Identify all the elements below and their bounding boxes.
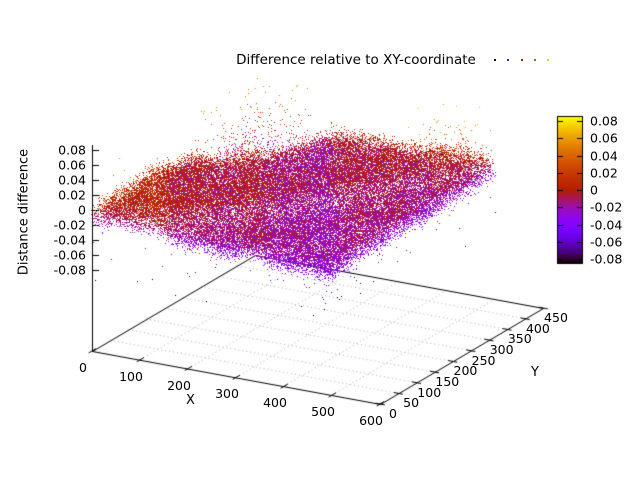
z-tick-label: 0.08	[58, 142, 86, 158]
y-axis-label: Y	[531, 365, 539, 380]
z-axis-label: Distance difference	[16, 148, 32, 276]
x-tick-label: 300	[215, 386, 239, 402]
legend-sample-dot	[520, 59, 523, 61]
x-tick-label: 100	[119, 368, 143, 384]
y-tick-label: 0	[389, 405, 397, 421]
colorbar-tick-label: -0.02	[590, 199, 623, 215]
legend-sample-dot	[494, 59, 496, 61]
x-tick-label: 500	[311, 404, 335, 420]
z-tick-label: -0.08	[53, 262, 86, 278]
z-tick-label: 0.02	[58, 187, 86, 203]
colorbar-tick-label: 0	[590, 182, 598, 198]
plot-title: Difference relative to XY-coordinate	[236, 52, 476, 68]
z-tick-label: -0.06	[53, 247, 86, 263]
colorbar-tick-label: -0.06	[590, 234, 623, 250]
z-tick-label: -0.04	[53, 232, 86, 248]
colorbar-tick-label: 0.02	[590, 165, 618, 181]
y-tick-label: 400	[525, 320, 550, 336]
x-tick-label: 0	[79, 360, 87, 375]
x-tick-label: 200	[167, 377, 191, 393]
y-tick-label: 350	[507, 331, 532, 347]
y-tick-label: 450	[544, 309, 568, 325]
y-tick-label: 300	[489, 341, 514, 357]
z-tick-label: -0.02	[53, 217, 86, 233]
y-tick-label: 250	[471, 352, 496, 368]
x-tick-label: 600	[359, 412, 383, 428]
z-tick-label: 0.06	[58, 157, 86, 173]
y-tick-label: 200	[453, 363, 478, 379]
z-tick-label: 0.04	[58, 172, 86, 188]
y-tick-label: 100	[417, 384, 442, 400]
x-tick-label: 400	[263, 395, 287, 411]
legend-sample-dot	[507, 59, 510, 61]
legend-sample-dot	[533, 59, 536, 61]
colorbar-tick-label: 0.08	[590, 113, 618, 129]
colorbar-tick-label: -0.04	[590, 217, 623, 232]
colorbar-tick-label: 0.04	[590, 148, 618, 163]
colorbar-tick-label: -0.08	[590, 251, 623, 267]
colorbar-tick-label: 0.06	[590, 130, 618, 146]
legend-sample-dot	[547, 59, 550, 61]
x-axis-label: X	[186, 393, 195, 408]
y-tick-label: 150	[435, 373, 460, 389]
z-tick-label: 0	[78, 202, 86, 218]
y-tick-label: 50	[403, 395, 420, 411]
